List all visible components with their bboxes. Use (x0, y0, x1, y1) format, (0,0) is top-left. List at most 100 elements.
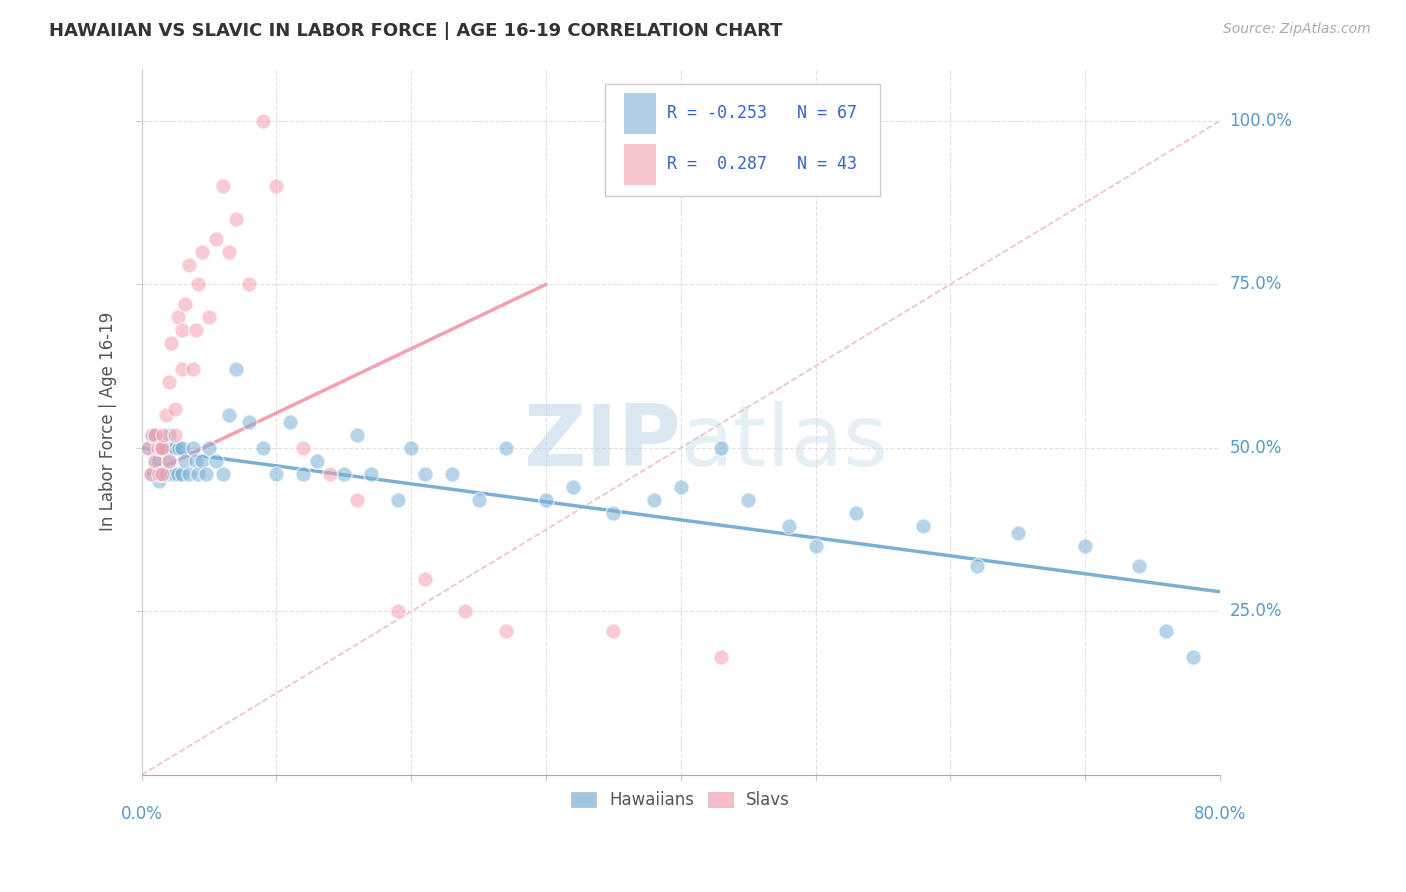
Point (160, 336, 183, 351)
Text: Source: ZipAtlas.com: Source: ZipAtlas.com (1223, 22, 1371, 37)
Point (165, 401, 187, 416)
Point (218, 244, 240, 259)
Point (292, 467, 315, 481)
Point (167, 310, 190, 324)
Point (184, 454, 207, 468)
Point (165, 467, 187, 481)
Point (333, 467, 356, 481)
Point (346, 493, 368, 508)
Point (165, 441, 187, 455)
Point (266, 467, 288, 481)
Text: 50.0%: 50.0% (1230, 439, 1282, 457)
Point (912, 519, 935, 533)
Point (157, 376, 180, 390)
Point (139, 467, 162, 481)
Text: R =  0.287   N = 43: R = 0.287 N = 43 (666, 155, 856, 173)
Point (146, 454, 169, 468)
Point (141, 427, 163, 442)
Point (187, 467, 209, 481)
Point (160, 467, 183, 481)
Text: ZIP: ZIP (523, 401, 681, 484)
Point (143, 454, 166, 468)
Point (149, 441, 172, 455)
Point (1128, 558, 1150, 573)
Point (266, 179, 288, 194)
Text: HAWAIIAN VS SLAVIC IN LABOR FORCE | AGE 16-19 CORRELATION CHART: HAWAIIAN VS SLAVIC IN LABOR FORCE | AGE … (49, 22, 783, 40)
Text: atlas: atlas (681, 401, 889, 484)
Point (155, 408, 177, 422)
Point (360, 467, 382, 481)
Point (346, 427, 368, 442)
Point (602, 624, 624, 638)
Point (157, 454, 180, 468)
Point (173, 454, 195, 468)
Point (778, 519, 800, 533)
Point (162, 441, 184, 455)
Point (1154, 624, 1177, 638)
Point (467, 493, 489, 508)
Point (399, 441, 422, 455)
Point (218, 408, 240, 422)
Point (454, 604, 477, 618)
Text: 0.0%: 0.0% (121, 805, 163, 823)
Point (191, 244, 214, 259)
Point (966, 558, 988, 573)
Point (413, 572, 436, 586)
Point (1074, 539, 1097, 553)
Point (184, 323, 207, 337)
Point (157, 427, 180, 442)
Point (138, 441, 160, 455)
Point (149, 441, 172, 455)
Point (413, 467, 436, 481)
Point (138, 441, 160, 455)
Point (387, 604, 409, 618)
Point (172, 467, 194, 481)
Point (737, 493, 759, 508)
Point (602, 506, 624, 520)
Point (204, 454, 226, 468)
Point (172, 441, 194, 455)
Point (211, 467, 233, 481)
Text: R = -0.253   N = 67: R = -0.253 N = 67 (666, 104, 856, 122)
FancyBboxPatch shape (606, 84, 880, 195)
Point (225, 362, 247, 376)
Point (238, 277, 260, 292)
Point (152, 427, 174, 442)
Point (172, 323, 194, 337)
Point (177, 467, 200, 481)
Point (181, 362, 204, 376)
Point (150, 467, 173, 481)
Bar (624, 145, 657, 185)
Point (143, 427, 166, 442)
Legend: Hawaiians, Slavs: Hawaiians, Slavs (565, 785, 797, 816)
Point (845, 506, 868, 520)
Point (561, 480, 583, 494)
Point (710, 441, 733, 455)
Point (191, 454, 214, 468)
Point (155, 467, 177, 481)
Point (225, 211, 247, 226)
Point (150, 467, 173, 481)
Point (495, 624, 517, 638)
Point (534, 493, 557, 508)
Y-axis label: In Labor Force | Age 16-19: In Labor Force | Age 16-19 (100, 312, 117, 532)
Point (1181, 650, 1204, 665)
Point (152, 441, 174, 455)
Point (292, 441, 315, 455)
Point (141, 427, 163, 442)
Point (387, 493, 409, 508)
Point (495, 441, 517, 455)
Point (319, 467, 342, 481)
Text: 80.0%: 80.0% (1194, 805, 1246, 823)
Point (181, 441, 204, 455)
Point (148, 474, 170, 488)
Bar (624, 93, 657, 134)
Point (155, 441, 177, 455)
Point (143, 454, 166, 468)
Point (643, 493, 665, 508)
Point (150, 441, 173, 455)
Point (195, 467, 218, 481)
Point (211, 179, 233, 194)
Point (187, 277, 209, 292)
Point (169, 441, 191, 455)
